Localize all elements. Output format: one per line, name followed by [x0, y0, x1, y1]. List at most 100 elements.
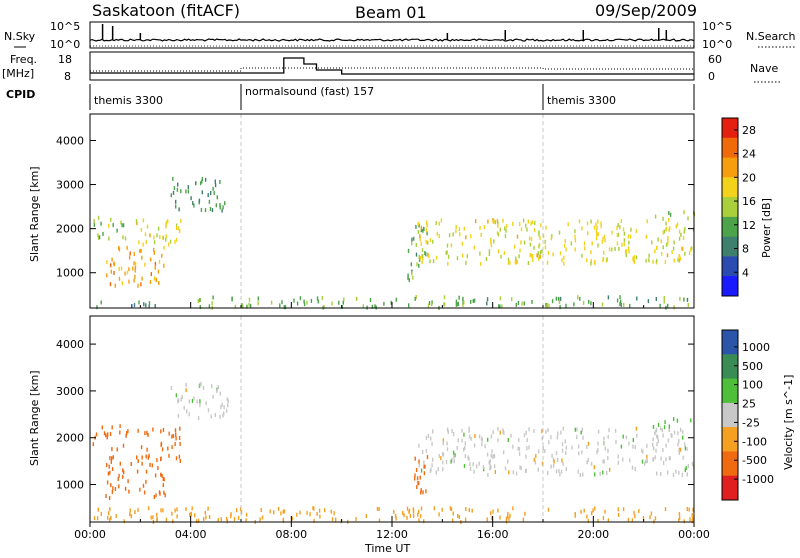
heatmap-cell — [596, 225, 598, 230]
heatmap-cell — [443, 295, 446, 300]
heatmap-cell — [160, 472, 162, 477]
heatmap-cell — [416, 476, 419, 481]
heatmap-cell — [518, 438, 520, 443]
heatmap-cell — [201, 190, 203, 195]
heatmap-cell — [468, 457, 470, 462]
heatmap-cell — [663, 295, 665, 300]
heatmap-cell — [494, 470, 496, 474]
nave-tick-top: 60 — [708, 53, 722, 66]
heatmap-cell — [478, 461, 480, 466]
heatmap-cell — [223, 405, 225, 410]
heatmap-cell — [660, 472, 662, 476]
heatmap-cell — [137, 459, 139, 464]
heatmap-cell — [619, 225, 621, 230]
heatmap-cell — [657, 439, 659, 444]
heatmap-cell — [563, 261, 565, 266]
heatmap-cell — [633, 259, 635, 263]
heatmap-cell — [177, 413, 180, 418]
velocity-yaxis: 1000 2000 3000 4000 — [56, 338, 694, 522]
heatmap-cell — [140, 227, 143, 232]
heatmap-cell — [654, 431, 656, 436]
heatmap-cell — [111, 467, 114, 471]
heatmap-cell — [418, 518, 420, 523]
heatmap-cell — [438, 454, 440, 458]
heatmap-cell — [665, 242, 668, 247]
heatmap-cell — [216, 195, 218, 200]
heatmap-cell — [432, 457, 434, 462]
heatmap-cell — [503, 251, 506, 256]
heatmap-cell — [517, 301, 520, 305]
heatmap-cell — [118, 276, 121, 281]
heatmap-cell — [449, 506, 452, 511]
time-tick-label: 12:00 — [376, 528, 408, 541]
heatmap-cell — [574, 247, 576, 252]
heatmap-cell — [419, 475, 421, 480]
heatmap-cell — [618, 246, 620, 251]
colorbar-tick-label: 500 — [742, 360, 763, 373]
heatmap-cell — [550, 236, 552, 241]
heatmap-cell — [533, 245, 535, 250]
nsky-trace — [89, 24, 695, 47]
heatmap-cell — [463, 447, 465, 452]
heatmap-cell — [151, 463, 153, 468]
heatmap-cell — [114, 283, 116, 288]
heatmap-cell — [527, 261, 530, 265]
heatmap-cell — [517, 446, 519, 451]
heatmap-cell — [493, 454, 496, 459]
ytick-label: 2000 — [56, 432, 84, 445]
heatmap-cell — [419, 514, 422, 519]
heatmap-cell — [590, 461, 593, 466]
heatmap-cell — [623, 303, 625, 307]
heatmap-cell — [134, 266, 137, 270]
heatmap-cell — [210, 414, 212, 419]
heatmap-cell — [496, 219, 499, 224]
heatmap-cell — [429, 238, 432, 243]
heatmap-cell — [158, 259, 161, 264]
heatmap-cell — [415, 224, 417, 229]
heatmap-cell — [530, 237, 533, 242]
heatmap-cell — [154, 304, 156, 308]
heatmap-cell — [421, 259, 423, 264]
heatmap-cell — [497, 221, 499, 226]
heatmap-cell — [165, 517, 168, 522]
heatmap-cell — [623, 238, 626, 243]
heatmap-cell — [617, 454, 619, 459]
heatmap-cell — [234, 304, 237, 309]
heatmap-cell — [493, 464, 496, 469]
heatmap-cell — [138, 240, 140, 245]
heatmap-cell — [469, 462, 471, 467]
heatmap-cell — [671, 250, 673, 254]
heatmap-cell — [133, 252, 135, 256]
heatmap-cell — [269, 509, 271, 514]
colorbar-segment — [722, 330, 738, 355]
heatmap-cell — [487, 437, 489, 442]
heatmap-cell — [121, 223, 123, 228]
heatmap-cell — [140, 248, 142, 253]
heatmap-cell — [627, 234, 630, 239]
heatmap-cell — [134, 274, 136, 279]
ytick-label: 1000 — [56, 479, 84, 492]
heatmap-cell — [299, 296, 302, 301]
heatmap-cell — [551, 299, 554, 304]
heatmap-cell — [108, 236, 110, 241]
heatmap-cell — [203, 517, 205, 521]
heatmap-cell — [505, 228, 507, 233]
heatmap-cell — [420, 241, 422, 246]
power-panel: 1000 2000 3000 4000 Slant Range [km] 4 8 12 16… — [28, 113, 773, 310]
heatmap-cell — [512, 506, 514, 511]
heatmap-cell — [438, 234, 440, 239]
heatmap-cell — [663, 425, 666, 430]
heatmap-cell — [113, 261, 115, 266]
heatmap-cell — [436, 231, 438, 236]
heatmap-cell — [537, 251, 540, 256]
heatmap-cell — [211, 301, 213, 306]
nave-tick-bottom: 0 — [708, 70, 715, 83]
heatmap-cell — [574, 234, 576, 239]
heatmap-cell — [594, 261, 596, 266]
heatmap-cell — [551, 453, 553, 458]
heatmap-cell — [221, 402, 223, 407]
heatmap-cell — [431, 463, 433, 468]
heatmap-cell — [529, 253, 531, 258]
heatmap-cell — [620, 299, 622, 304]
heatmap-cell — [630, 227, 632, 232]
